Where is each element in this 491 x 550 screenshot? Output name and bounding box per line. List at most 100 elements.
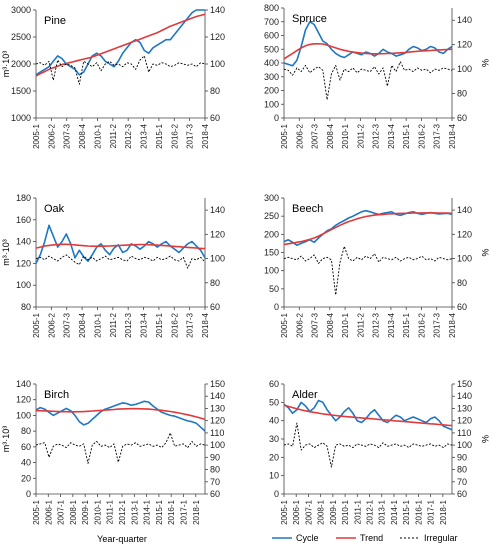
x-tick-label: 2005-1 <box>280 123 289 148</box>
y2-tick-label: 80 <box>457 89 467 99</box>
x-tick-label: 2013-1 <box>130 499 139 524</box>
y-tick-label: 160 <box>16 215 31 225</box>
y2-tick-label: 60 <box>457 302 467 312</box>
x-tick-label: 2010-1 <box>341 312 350 337</box>
y-tick-label: 20 <box>21 473 31 483</box>
y-tick-label: 400 <box>264 58 279 68</box>
legend-trend-label: Trend <box>360 533 383 543</box>
x-tick-label: 2017-3 <box>433 312 442 337</box>
y2-tick-label: 120 <box>210 229 225 239</box>
y2-axis-label: % <box>480 59 490 67</box>
y2-tick-label: 140 <box>210 205 225 215</box>
x-tick-label: 2006-1 <box>292 499 301 524</box>
x-tick-label: 2013-4 <box>387 123 396 148</box>
x-tick-label: 2017-3 <box>186 123 195 148</box>
y-tick-label: 40 <box>269 416 279 426</box>
x-tick-label: 2015-1 <box>155 312 164 337</box>
x-tick-label: 2005-1 <box>32 123 41 148</box>
y-tick-label: 30 <box>269 434 279 444</box>
x-tick-label: 2018-4 <box>201 312 210 337</box>
x-tick-label: 2007-3 <box>63 312 72 337</box>
x-tick-label: 2007-3 <box>63 123 72 148</box>
y-tick-label: 700 <box>264 17 279 27</box>
y2-tick-label: 120 <box>457 416 472 426</box>
x-tick-label: 2006-2 <box>47 312 56 337</box>
x-tick-label: 2016-2 <box>417 312 426 337</box>
y2-tick-label: 60 <box>457 113 467 123</box>
legend: Cycle Trend Irregular <box>272 533 458 543</box>
y-tick-label: 0 <box>274 489 279 499</box>
y2-tick-label: 120 <box>210 32 225 42</box>
y2-tick-label: 80 <box>210 278 220 288</box>
y2-tick-label: 150 <box>210 379 225 389</box>
y2-tick-label: 110 <box>210 428 224 438</box>
x-tick-label: 2010-1 <box>93 499 102 524</box>
panel-title: Spruce <box>292 13 327 25</box>
x-tick-label: 2015-1 <box>402 123 411 148</box>
panel-title: Pine <box>44 15 66 27</box>
y2-tick-label: 60 <box>210 302 220 312</box>
oak-panel: 80 100 120 140 160 180 60 80 100 120 140 2005-1 2006… <box>1 193 225 338</box>
x-tick-label: 2018-4 <box>448 312 457 337</box>
y-tick-label: 1500 <box>11 86 31 96</box>
x-tick-label: 2010-1 <box>341 123 350 148</box>
y-tick-label: 2500 <box>11 32 31 42</box>
y-tick-label: 50 <box>269 284 279 294</box>
x-tick-label: 2014-1 <box>143 499 152 524</box>
y2-tick-label: 70 <box>457 477 467 487</box>
y2-tick-label: 70 <box>210 477 220 487</box>
cycle-series-line <box>283 209 453 246</box>
trend-series-line <box>35 243 206 250</box>
y2-tick-label: 150 <box>457 379 472 389</box>
y-tick-label: 3000 <box>11 5 31 15</box>
y-tick-label: 140 <box>16 379 31 389</box>
x-tick-label: 2011-2 <box>356 123 365 148</box>
y-tick-label: 140 <box>16 237 31 247</box>
y-tick-label: 60 <box>21 442 31 452</box>
y-tick-label: 250 <box>264 211 279 221</box>
y2-tick-label: 60 <box>457 489 467 499</box>
y2-tick-label: 120 <box>457 40 472 50</box>
x-tick-label: 2014-1 <box>390 499 399 524</box>
y2-tick-label: 90 <box>210 452 220 462</box>
y-tick-label: 0 <box>274 113 279 123</box>
y-tick-label: 10 <box>269 471 279 481</box>
x-tick-label: 2017-3 <box>433 123 442 148</box>
y2-tick-label: 60 <box>210 489 220 499</box>
y-tick-label: 300 <box>264 193 279 203</box>
x-tick-label: 2011-2 <box>109 312 118 337</box>
x-tick-label: 2018-1 <box>439 499 448 524</box>
x-tick-label: 2010-1 <box>93 312 102 337</box>
legend-cycle-label: Cycle <box>296 533 319 543</box>
x-tick-label: 2017-1 <box>427 499 436 524</box>
x-tick-label: 2010-1 <box>341 499 350 524</box>
panel-title: Birch <box>44 389 69 401</box>
x-tick-label: 2006-1 <box>44 499 53 524</box>
alder-panel: 0 10 20 30 40 50 60 60 70 80 90 100 110 120 130 140 150 2… <box>269 379 490 525</box>
x-tick-label: 2007-1 <box>304 499 313 524</box>
x-tick-label: 2008-1 <box>317 499 326 524</box>
birch-panel: 0 20 40 60 80 100 120 140 60 70 80 90 100 110 120 130 14… <box>1 379 225 525</box>
x-tick-label: 2018-4 <box>448 123 457 148</box>
y2-tick-label: 130 <box>457 403 472 413</box>
x-tick-label: 2005-1 <box>280 312 289 337</box>
x-tick-label: 2011-1 <box>353 499 362 524</box>
x-tick-label: 2009-1 <box>329 499 338 524</box>
trend-series-line <box>283 212 453 246</box>
beech-panel: 0 50 100 150 200 250 300 60 80 100 120 140 2005-1 200… <box>264 193 490 338</box>
legend-irregular-label: Irregular <box>424 533 458 543</box>
y2-tick-label: 140 <box>210 391 225 401</box>
y-tick-label: 0 <box>274 302 279 312</box>
y2-tick-label: 120 <box>457 229 472 239</box>
y-tick-label: 60 <box>269 379 279 389</box>
y2-tick-label: 100 <box>210 59 225 69</box>
y2-tick-label: 90 <box>457 452 467 462</box>
irregular-series-line <box>35 55 206 85</box>
y-tick-label: 40 <box>21 458 31 468</box>
x-tick-label: 2017-1 <box>179 499 188 524</box>
x-tick-label: 2008-4 <box>78 312 87 337</box>
y2-tick-label: 140 <box>457 391 472 401</box>
cycle-series-line <box>283 20 453 67</box>
x-tick-label: 2016-1 <box>414 499 423 524</box>
